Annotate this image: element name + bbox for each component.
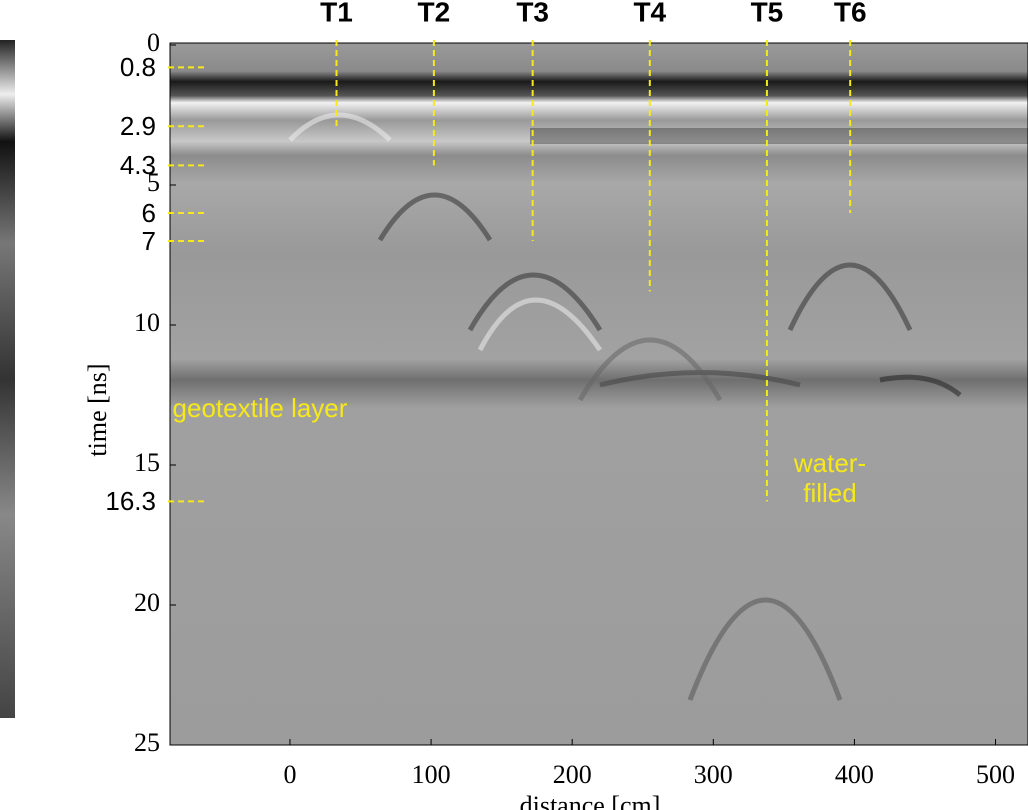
target-label: T3 (516, 0, 549, 27)
target-label: T1 (320, 0, 353, 27)
x-tick-label: 500 (976, 760, 1015, 789)
depth-label: 4.3 (119, 150, 156, 181)
depth-label: 2.9 (119, 111, 156, 142)
depth-label: 6 (141, 198, 156, 228)
radargram-image (170, 43, 1028, 745)
adjacent-panel (0, 40, 15, 718)
x-axis-label: distance [cm] (520, 791, 661, 810)
depth-label: 16.3 (105, 486, 156, 517)
y-tick-label: 25 (134, 728, 160, 757)
x-tick-label: 300 (694, 760, 733, 789)
annotation: water-filled (793, 448, 867, 508)
x-tick-label: 0 (283, 760, 296, 789)
target-label: T6 (834, 0, 867, 27)
depth-label: 0.8 (119, 52, 156, 83)
y-tick-label: 10 (134, 308, 160, 337)
target-label: T2 (418, 0, 451, 27)
plot-frame (169, 42, 1028, 746)
x-tick-label: 400 (835, 760, 874, 789)
depth-label: 7 (141, 226, 156, 256)
x-tick-label: 100 (412, 760, 451, 789)
y-tick-label: 0 (147, 28, 160, 57)
y-tick-label: 15 (134, 448, 160, 477)
annotation: geotextile layer (172, 393, 348, 423)
target-label: T5 (751, 0, 784, 27)
y-tick-label: 20 (134, 588, 160, 617)
reflections (288, 112, 1028, 701)
y-axis-label: time [ns] (83, 363, 112, 456)
x-tick-label: 200 (553, 760, 592, 789)
target-label: T4 (633, 0, 666, 27)
y-tick-label: 5 (147, 168, 160, 197)
